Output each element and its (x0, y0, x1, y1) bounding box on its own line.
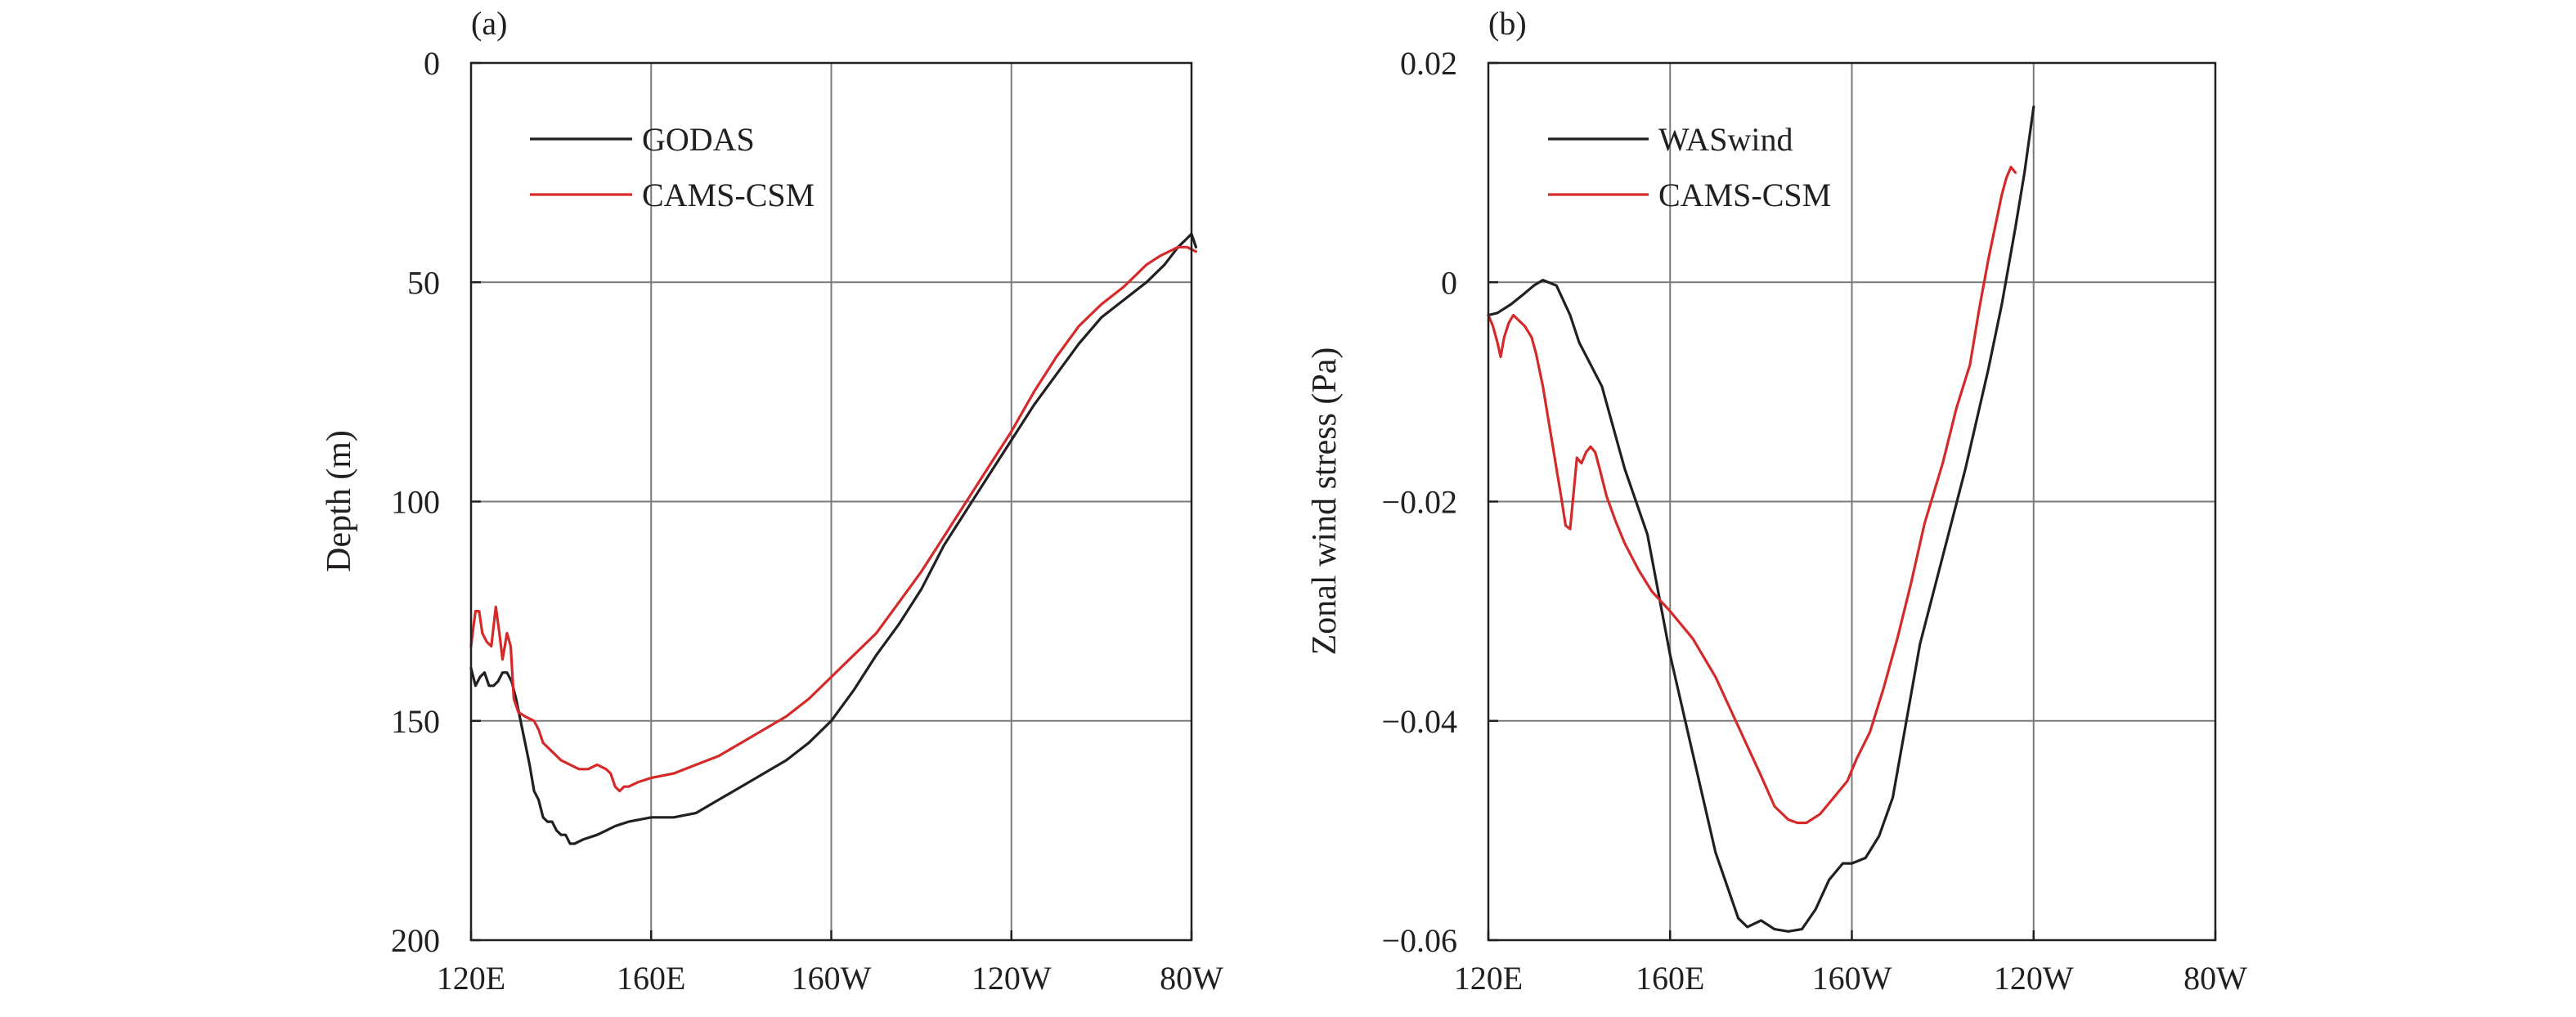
series-line-cams-csm (469, 245, 1198, 793)
panel-b-ylabel: Zonal wind stress (Pa) (1306, 347, 1344, 656)
panel-a-ylabel: Depth (m) (321, 430, 358, 572)
panel-a-label: (a) (471, 5, 507, 42)
x-tick-label: 160W (1812, 960, 1892, 997)
y-tick-label: 50 (407, 264, 440, 301)
panel-a-series (469, 232, 1198, 845)
x-tick-label: 120E (1454, 960, 1523, 997)
legend-a-cams-label: CAMS-CSM (642, 177, 815, 213)
x-tick-label: 80W (1160, 960, 1223, 997)
panel-a-ticks: 120E 160E 160W 120W 80W 0 50 100 150 200 (391, 45, 1223, 997)
y-tick-label: −0.02 (1381, 484, 1457, 521)
x-tick-label: 160W (792, 960, 872, 997)
series-line-cams-csm (1487, 165, 2017, 825)
y-tick-label: −0.06 (1381, 922, 1457, 959)
x-tick-label: 160E (1636, 960, 1704, 997)
x-tick-label: 120W (972, 960, 1052, 997)
legend-b-cams-label: CAMS-CSM (1658, 177, 1831, 213)
legend-a-godas-label: GODAS (642, 121, 755, 158)
x-tick-label: 80W (2183, 960, 2247, 997)
panel-b-ticks: 120E 160E 160W 120W 80W 0.02 0 −0.02 −0.04 −0.06 (1381, 45, 2247, 997)
y-tick-label: 0.02 (1400, 45, 1457, 82)
y-tick-label: 200 (391, 922, 440, 959)
panel-b-label: (b) (1488, 5, 1527, 42)
x-tick-label: 120W (1994, 960, 2074, 997)
y-tick-label: −0.04 (1381, 703, 1457, 740)
series-line-waswind (1487, 105, 2035, 933)
y-tick-label: 150 (391, 703, 440, 740)
panel-b-legend: WASwind CAMS-CSM (1548, 121, 1831, 213)
legend-b-waswind-label: WASwind (1658, 121, 1793, 158)
x-tick-label: 120E (437, 960, 505, 997)
panel-a-legend: GODAS CAMS-CSM (530, 121, 815, 213)
panel-b: (b) 120E 160E 160W 120W 80W 0.02 0 −0.02 −0.04 −0… (1306, 5, 2247, 997)
panel-a: (a) 120E 160E 160W 120W 80W 0 50 100 150 200 Dept… (321, 5, 1223, 997)
x-tick-label: 160E (617, 960, 685, 997)
y-tick-label: 0 (1441, 264, 1457, 301)
y-tick-label: 0 (424, 45, 440, 82)
y-tick-label: 100 (391, 484, 440, 521)
panel-b-series (1487, 105, 2035, 933)
